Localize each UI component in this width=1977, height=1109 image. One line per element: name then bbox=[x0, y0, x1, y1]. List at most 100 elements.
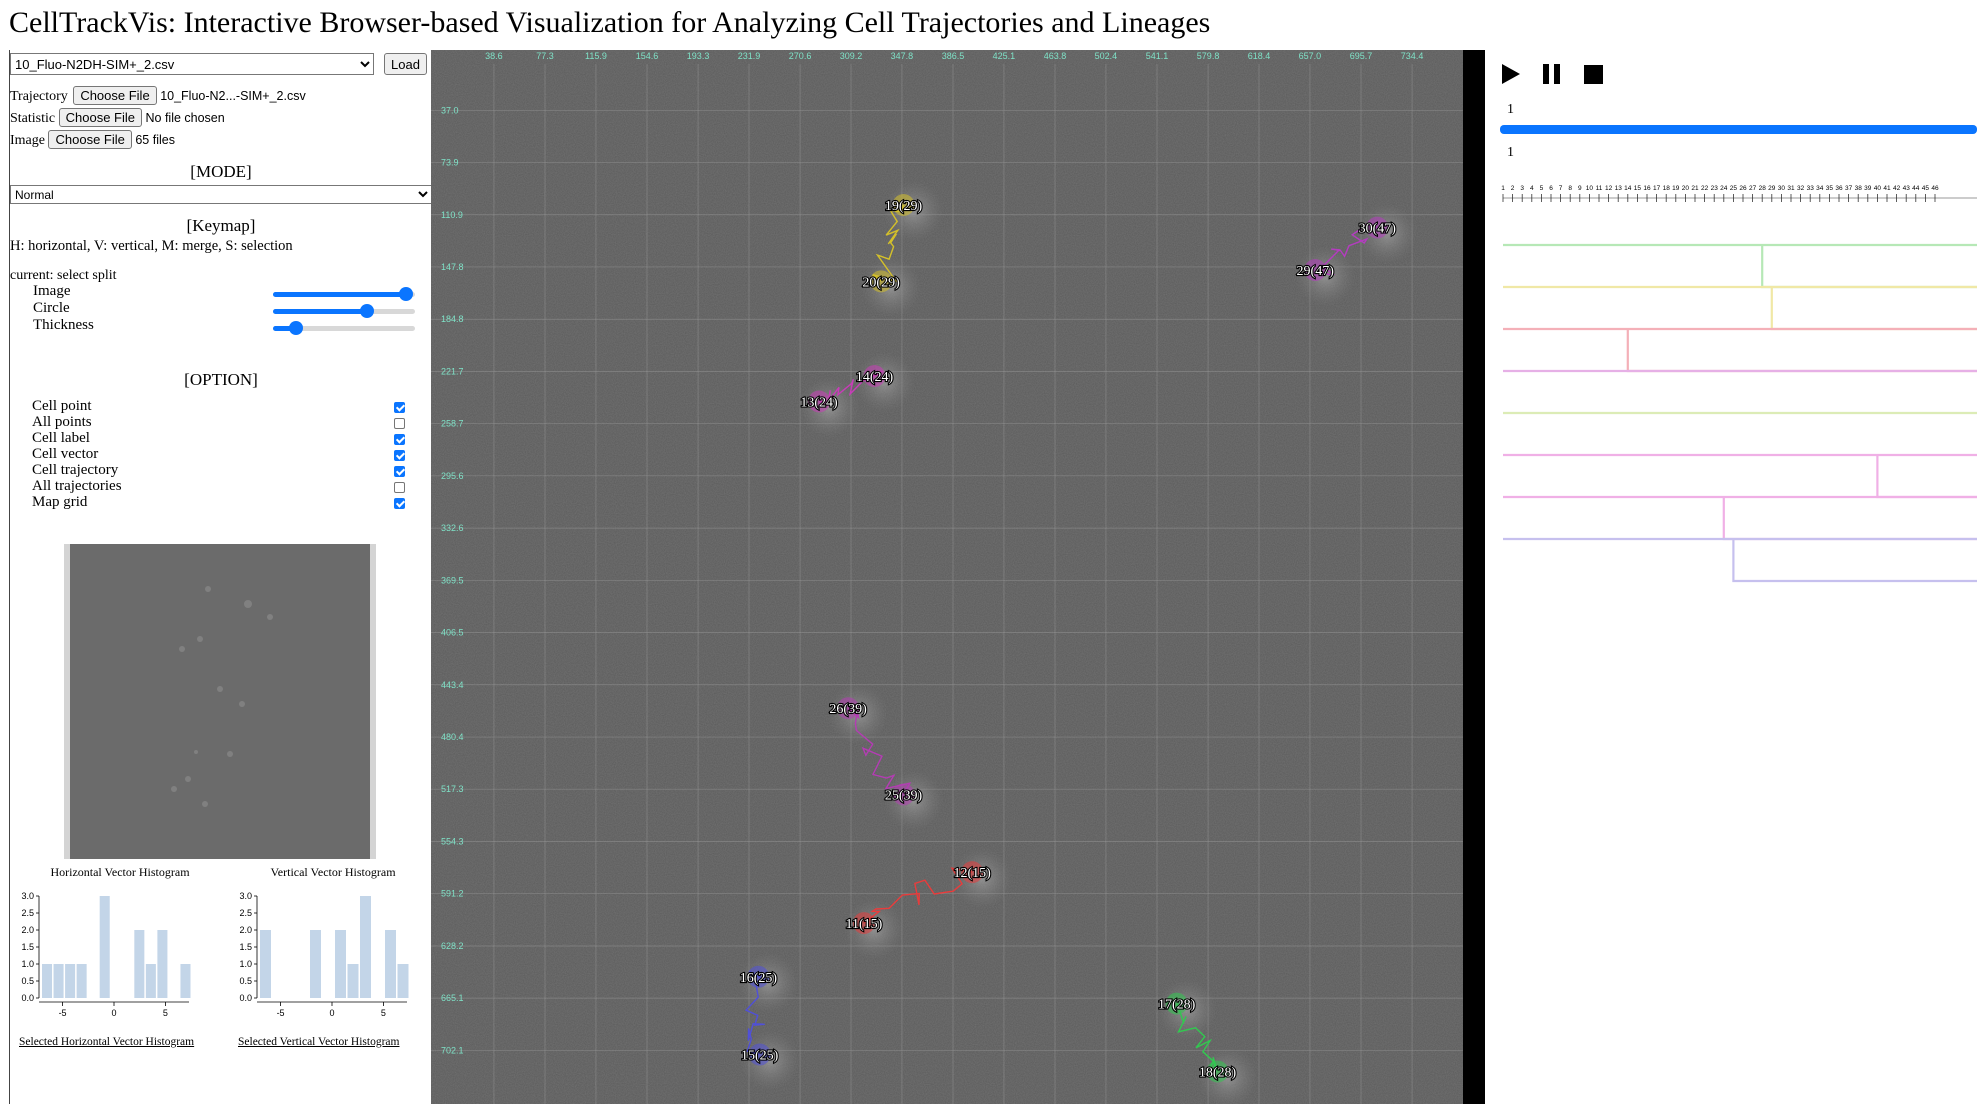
lineage-branch[interactable] bbox=[1503, 243, 1977, 289]
cell-point[interactable] bbox=[961, 861, 984, 884]
cell-point[interactable] bbox=[808, 390, 831, 413]
lineage-tree[interactable]: 1 2 3 4 5 6 7 8 9 10 11 12 13 14 15 16 17 18 19 20 21 22 23 24 2… bbox=[1485, 182, 1977, 802]
vertical-histogram-bar bbox=[347, 964, 359, 998]
cell-label: 25(39) bbox=[885, 788, 923, 803]
load-button[interactable]: Load bbox=[384, 53, 427, 75]
image-slider[interactable] bbox=[273, 287, 415, 301]
image-slider-thumb[interactable] bbox=[399, 287, 414, 301]
lineage-frame-label: 1 bbox=[1501, 185, 1505, 192]
circle-slider[interactable] bbox=[273, 304, 415, 318]
lineage-frame-label: 34 bbox=[1816, 185, 1824, 192]
option-cell-point-checkbox[interactable] bbox=[394, 402, 405, 413]
lineage-branch[interactable] bbox=[1503, 327, 1977, 373]
lineage-frame-label: 20 bbox=[1682, 185, 1690, 192]
lineage-frame-label: 26 bbox=[1739, 185, 1747, 192]
pause-button[interactable] bbox=[1540, 62, 1564, 91]
cell-point[interactable] bbox=[748, 1043, 771, 1066]
lineage-frame-label: 8 bbox=[1568, 185, 1572, 192]
trajectory-input-row: Trajectory Choose File 10_Fluo-N2...-SIM… bbox=[10, 86, 306, 105]
cell-label: 26(39) bbox=[829, 702, 867, 717]
option-all-trajectories-checkbox[interactable] bbox=[394, 482, 405, 493]
cell-point[interactable] bbox=[1206, 1060, 1229, 1083]
cell-label: 19(29) bbox=[885, 199, 923, 214]
vertical-histogram-bar bbox=[360, 896, 371, 998]
vertical-histogram-y-tick-label: 2.0 bbox=[239, 925, 252, 935]
vertical-histogram-y-tick-label: 0.5 bbox=[239, 976, 252, 986]
cell-point[interactable] bbox=[1165, 992, 1188, 1015]
statistic-input-row: Statistic Choose File No file chosen bbox=[10, 108, 225, 127]
option-cell-label-label: Cell label bbox=[32, 430, 90, 446]
cell-point[interactable] bbox=[1366, 216, 1389, 239]
map-x-tick-label: 115.9 bbox=[585, 51, 607, 61]
option-cell-label-checkbox[interactable] bbox=[394, 434, 405, 445]
selected-vertical-histogram-link[interactable]: Selected Vertical Vector Histogram bbox=[238, 1036, 400, 1048]
circle-slider-label: Circle bbox=[33, 300, 70, 316]
trajectory-file-status: 10_Fluo-N2...-SIM+_2.csv bbox=[160, 89, 306, 103]
thickness-slider-label: Thickness bbox=[33, 317, 94, 333]
mode-select[interactable]: Normal bbox=[10, 185, 432, 204]
option-all-points-checkbox[interactable] bbox=[394, 418, 405, 429]
cell-point[interactable] bbox=[852, 912, 875, 935]
cell-point[interactable] bbox=[747, 965, 770, 988]
lineage-branch[interactable] bbox=[1503, 453, 1977, 499]
map-x-tick-label: 425.1 bbox=[993, 51, 1016, 61]
map-x-tick-label: 618.4 bbox=[1248, 51, 1271, 61]
lineage-branch[interactable] bbox=[1503, 537, 1977, 583]
cell-label: 11(15) bbox=[846, 917, 883, 932]
vertical-histogram: 0.0 0.5 1.0 1.5 2.0 2.5 3.0 -5 0 5 bbox=[239, 891, 409, 1018]
lineage-frame-label: 28 bbox=[1759, 185, 1767, 192]
file-select[interactable]: 10_Fluo-N2DH-SIM+_2.csv bbox=[10, 53, 374, 75]
option-cell-trajectory-checkbox[interactable] bbox=[394, 466, 405, 477]
lineage-frame-label: 23 bbox=[1711, 185, 1719, 192]
stop-button[interactable] bbox=[1582, 62, 1606, 91]
thickness-slider[interactable] bbox=[273, 321, 415, 335]
map-y-tick-label: 480.4 bbox=[441, 732, 464, 742]
horizontal-histogram-y-tick-label: 0.5 bbox=[21, 976, 34, 986]
minimap[interactable] bbox=[64, 544, 376, 859]
cell-point[interactable] bbox=[870, 270, 893, 293]
cell-point[interactable] bbox=[892, 783, 915, 806]
cell-label: 20(29) bbox=[862, 275, 900, 290]
statistic-file-status: No file chosen bbox=[145, 111, 225, 125]
cell-point[interactable] bbox=[837, 697, 860, 720]
vertical-histogram-x-tick-label: 0 bbox=[329, 1008, 334, 1018]
image-file-status: 65 files bbox=[135, 133, 175, 147]
play-button[interactable] bbox=[1499, 62, 1523, 91]
map-y-tick-label: 184.8 bbox=[441, 314, 464, 324]
cell-point[interactable] bbox=[863, 365, 886, 388]
cell-point[interactable] bbox=[1304, 259, 1327, 282]
play-icon bbox=[1502, 64, 1520, 84]
lineage-panel: 1 1 1 2 3 4 5 6 7 8 9 10 11 12 13 14 15 16 17 18 19 20 21 22 2… bbox=[1485, 50, 1977, 1104]
map-x-tick-label: 193.3 bbox=[687, 51, 710, 61]
trajectory-choose-file-button[interactable]: Choose File bbox=[73, 86, 157, 105]
horizontal-histogram-bar bbox=[180, 964, 191, 998]
map-y-tick-label: 37.0 bbox=[441, 105, 459, 115]
image-slider-label: Image bbox=[33, 283, 71, 299]
frame-progress-bar[interactable] bbox=[1500, 125, 1977, 134]
cell-point[interactable] bbox=[892, 194, 915, 217]
lineage-frame-label: 30 bbox=[1778, 185, 1786, 192]
selected-horizontal-histogram-link[interactable]: Selected Horizontal Vector Histogram bbox=[19, 1036, 195, 1048]
image-choose-file-button[interactable]: Choose File bbox=[48, 130, 132, 149]
lineage-branch[interactable] bbox=[1503, 285, 1977, 331]
lineage-frame-label: 36 bbox=[1835, 185, 1843, 192]
lineage-frame-label: 24 bbox=[1720, 185, 1728, 192]
cell-map-canvas[interactable]: 38.6 77.3 115.9 154.6 193.3 231.9 270.6 309.2 34… bbox=[431, 50, 1485, 1108]
cell-label: 13(24) bbox=[800, 395, 838, 410]
map-y-tick-label: 406.5 bbox=[441, 628, 464, 638]
histogram-charts: 0.0 0.5 1.0 1.5 2.0 2.5 3.0 -5 0 5 0.0 0.5 1.0 1.5 2.… bbox=[21, 891, 409, 1018]
lineage-frame-label: 41 bbox=[1883, 185, 1891, 192]
option-cell-vector-label: Cell vector bbox=[32, 446, 99, 462]
circle-slider-thumb[interactable] bbox=[359, 304, 374, 318]
lineage-frame-label: 40 bbox=[1874, 185, 1882, 192]
lineage-frame-label: 14 bbox=[1624, 185, 1632, 192]
map-x-tick-label: 386.5 bbox=[942, 51, 965, 61]
cell-map-view[interactable]: 38.6 77.3 115.9 154.6 193.3 231.9 270.6 309.2 34… bbox=[431, 50, 1485, 1108]
cell-trajectory bbox=[1314, 223, 1378, 276]
lineage-branch[interactable] bbox=[1503, 495, 1977, 541]
option-map-grid-checkbox[interactable] bbox=[394, 498, 405, 509]
lineage-frame-label: 32 bbox=[1797, 185, 1805, 192]
thickness-slider-thumb[interactable] bbox=[288, 321, 303, 335]
statistic-choose-file-button[interactable]: Choose File bbox=[58, 108, 142, 127]
option-cell-vector-checkbox[interactable] bbox=[394, 450, 405, 461]
